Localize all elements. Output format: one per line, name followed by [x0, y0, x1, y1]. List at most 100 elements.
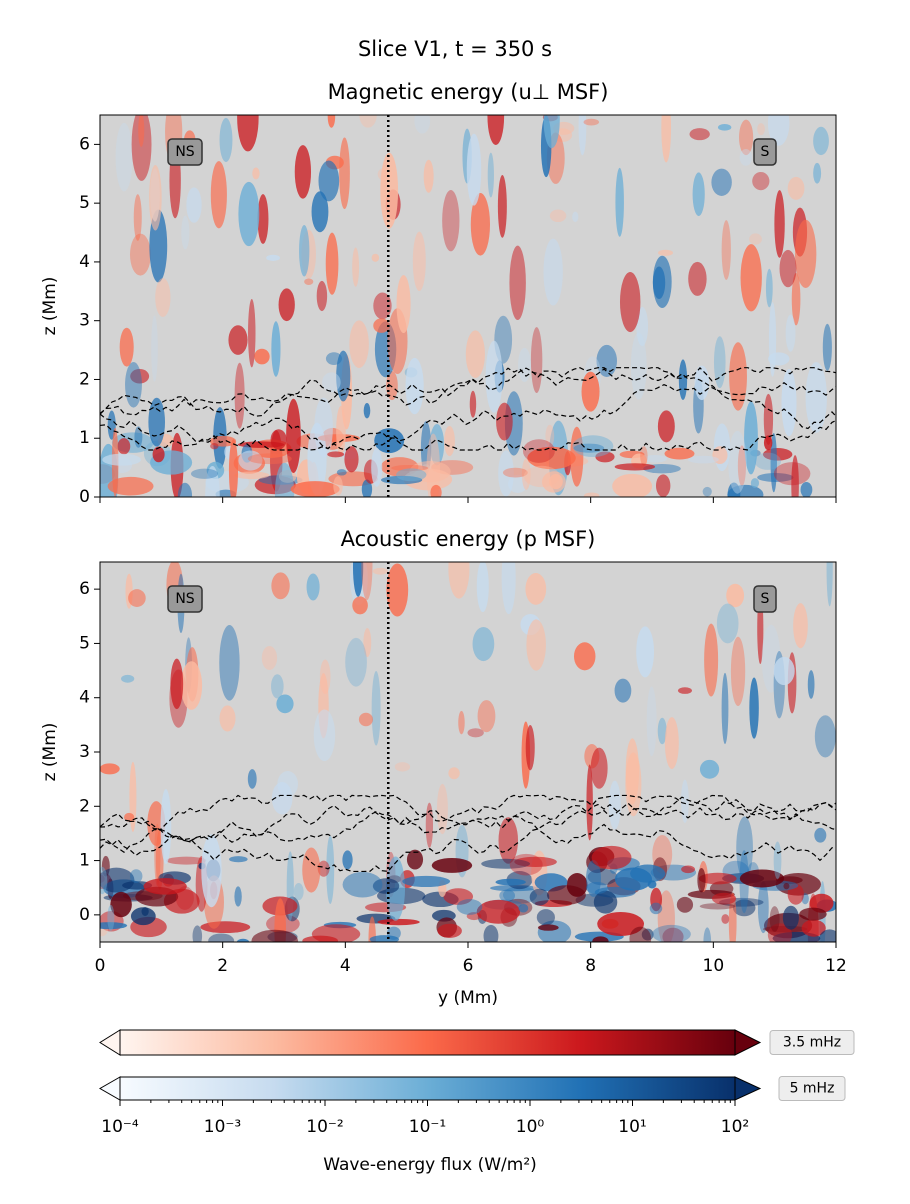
texture	[765, 268, 773, 308]
colorbar-name-box	[769, 1030, 855, 1055]
texture	[110, 891, 132, 918]
texture	[180, 661, 203, 710]
x-tick-label: 8	[585, 956, 596, 976]
texture	[100, 763, 120, 775]
texture	[657, 410, 675, 443]
annotation: NS	[175, 591, 194, 607]
colorbar	[119, 1029, 736, 1056]
texture	[794, 219, 817, 289]
texture	[549, 209, 567, 223]
colorbar-tick-label: 10⁻⁴	[101, 1117, 139, 1137]
texture	[261, 645, 278, 671]
texture	[530, 327, 543, 394]
texture	[423, 159, 434, 193]
texture	[787, 176, 805, 200]
texture	[143, 878, 187, 895]
texture	[496, 402, 513, 441]
texture	[495, 878, 526, 886]
legend-label: 3.5 mHz	[783, 1035, 841, 1051]
texture	[485, 340, 503, 413]
texture	[477, 700, 496, 733]
texture	[456, 898, 483, 915]
texture	[219, 705, 236, 732]
y-tick-label: 6	[79, 579, 90, 599]
texture	[729, 342, 747, 411]
texture	[717, 124, 732, 131]
texture	[130, 368, 150, 384]
texture	[773, 656, 795, 686]
colorbar-name-box	[778, 1076, 846, 1101]
texture	[128, 589, 146, 607]
texture	[257, 194, 269, 244]
texture	[658, 249, 674, 256]
texture	[785, 314, 796, 352]
texture	[325, 352, 342, 365]
texture	[728, 892, 737, 942]
texture	[430, 484, 442, 497]
texture	[662, 927, 684, 942]
texture	[767, 115, 790, 146]
texture	[814, 715, 836, 758]
colorbar-tick-label: 10⁻¹	[409, 1117, 446, 1137]
texture	[299, 225, 310, 277]
texture	[822, 323, 832, 371]
x-tick-label: 12	[825, 956, 847, 976]
texture	[703, 927, 712, 942]
texture	[799, 907, 827, 921]
texture	[102, 453, 142, 466]
texture	[469, 390, 477, 418]
colorbar-tick-label: 10⁻²	[306, 1117, 343, 1137]
texture	[152, 446, 165, 463]
texture	[581, 371, 600, 412]
texture	[154, 823, 161, 887]
annotation-box	[753, 138, 777, 166]
texture	[518, 347, 531, 382]
texture	[361, 562, 373, 601]
texture	[781, 369, 797, 437]
contour	[100, 796, 836, 873]
texture	[100, 866, 108, 895]
texture	[314, 397, 333, 458]
texture	[636, 626, 655, 678]
texture	[636, 306, 649, 347]
texture	[129, 233, 151, 276]
texture	[317, 860, 330, 877]
texture	[371, 253, 380, 262]
texture	[190, 468, 219, 479]
colorbar-min-extend	[98, 1076, 121, 1101]
y-tick-label: 0	[79, 905, 90, 925]
texture	[363, 628, 372, 658]
texture	[119, 327, 134, 367]
texture	[304, 278, 314, 285]
texture	[801, 919, 826, 937]
texture	[294, 145, 312, 199]
texture	[372, 878, 400, 894]
x-tick-label: 2	[217, 956, 228, 976]
texture	[465, 330, 485, 378]
texture	[526, 619, 546, 671]
texture	[327, 451, 345, 458]
texture	[396, 275, 411, 334]
texture	[326, 835, 335, 905]
texture	[721, 220, 731, 280]
texture	[352, 247, 360, 287]
texture	[697, 868, 706, 893]
texture	[333, 476, 343, 496]
texture	[527, 446, 576, 470]
texture	[630, 864, 666, 883]
texture	[737, 445, 747, 487]
texture	[652, 266, 666, 300]
colorbar-tick-label: 10⁻³	[204, 1117, 241, 1137]
texture	[664, 717, 679, 769]
x-tick-label: 10	[703, 956, 725, 976]
texture	[107, 904, 115, 931]
texture	[349, 320, 369, 368]
texture	[698, 872, 737, 885]
texture	[713, 336, 726, 389]
texture	[470, 193, 491, 256]
texture	[583, 118, 600, 126]
y-tick-label: 4	[79, 688, 90, 708]
texture	[402, 875, 451, 888]
texture	[155, 278, 171, 317]
texture	[769, 906, 780, 932]
